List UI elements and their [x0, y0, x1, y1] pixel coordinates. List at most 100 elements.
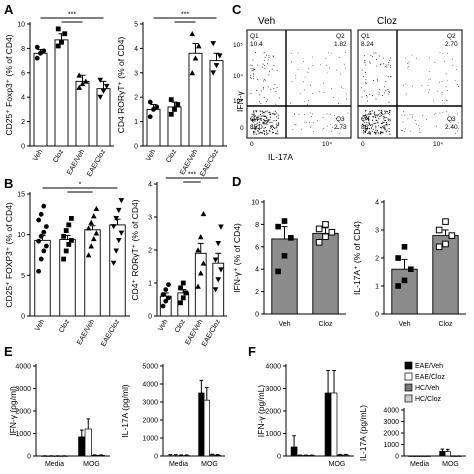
- event-dot: [276, 69, 278, 71]
- event-dot: [385, 117, 387, 119]
- event-dot: [342, 122, 344, 124]
- event-dot: [379, 113, 381, 115]
- event-dot: [388, 101, 390, 103]
- event-dot: [457, 130, 459, 132]
- event-dot: [389, 118, 391, 120]
- event-dot: [373, 79, 375, 81]
- event-dot: [377, 80, 379, 82]
- event-dot: [364, 117, 366, 119]
- event-dot: [378, 88, 380, 90]
- event-dot: [260, 118, 262, 120]
- event-dot: [273, 88, 275, 89]
- category-label: Media: [169, 461, 188, 468]
- data-point: [100, 88, 107, 94]
- event-dot: [363, 131, 365, 133]
- flow-events: [250, 52, 460, 135]
- event-dot: [366, 114, 368, 116]
- category-label: Veh: [398, 321, 410, 328]
- event-dot: [270, 126, 272, 128]
- event-dot: [268, 57, 270, 59]
- event-dot: [305, 121, 307, 123]
- y-tick-label: 5: [134, 22, 138, 29]
- event-dot: [457, 113, 458, 115]
- event-dot: [447, 90, 448, 92]
- event-dot: [378, 118, 380, 120]
- event-dot: [382, 113, 384, 115]
- event-dot: [276, 123, 278, 125]
- bar: [167, 455, 174, 457]
- data-point: [275, 223, 281, 230]
- event-dot: [378, 110, 380, 112]
- event-dot: [272, 56, 274, 58]
- event-dot: [385, 110, 387, 112]
- event-dot: [343, 63, 345, 65]
- event-dot: [294, 124, 296, 126]
- data-point: [166, 282, 171, 288]
- event-dot: [452, 58, 453, 60]
- y-tick-label: 4: [134, 46, 138, 53]
- data-point: [178, 285, 183, 291]
- bar: [336, 454, 344, 457]
- event-dot: [292, 128, 294, 130]
- event-dot: [250, 75, 251, 77]
- event-dot: [291, 81, 293, 83]
- y-tick-label: 3000: [265, 386, 281, 393]
- event-dot: [362, 115, 364, 117]
- y-tick-label: 0: [148, 314, 152, 321]
- event-dot: [260, 118, 262, 120]
- category-label: MOG: [329, 461, 346, 468]
- bar: [290, 446, 298, 457]
- event-dot: [262, 123, 264, 125]
- event-dot: [269, 116, 271, 118]
- event-dot: [255, 133, 257, 135]
- event-dot: [274, 114, 276, 116]
- event-dot: [366, 96, 368, 98]
- data-point: [68, 237, 74, 243]
- event-dot: [313, 130, 314, 132]
- legend-label: HC/Cloz: [415, 396, 442, 403]
- event-dot: [383, 126, 385, 128]
- data-point: [76, 84, 83, 90]
- event-dot: [369, 133, 371, 135]
- data-point: [192, 55, 199, 61]
- y-tick-label: 8: [21, 46, 25, 53]
- event-dot: [401, 114, 403, 116]
- event-dot: [261, 132, 263, 134]
- data-point: [195, 247, 201, 253]
- event-dot: [377, 130, 379, 132]
- data-point: [189, 70, 196, 76]
- data-point: [218, 267, 224, 273]
- event-dot: [364, 60, 366, 62]
- event-dot: [264, 133, 266, 135]
- event-dot: [263, 133, 265, 135]
- event-dot: [377, 114, 379, 116]
- event-dot: [260, 115, 262, 117]
- data-point: [63, 228, 69, 233]
- event-dot: [271, 113, 273, 115]
- quadrant-name: Q3: [447, 116, 456, 123]
- data-point: [163, 298, 169, 304]
- data-point: [38, 211, 44, 217]
- event-dot: [345, 67, 346, 69]
- event-dot: [369, 130, 371, 132]
- event-dot: [272, 132, 274, 134]
- event-dot: [442, 100, 443, 101]
- event-dot: [387, 64, 389, 66]
- event-dot: [298, 114, 300, 115]
- event-dot: [259, 131, 261, 133]
- event-dot: [369, 93, 371, 95]
- event-dot: [307, 103, 308, 105]
- event-dot: [375, 52, 377, 54]
- event-dot: [338, 132, 340, 134]
- data-point: [61, 256, 67, 262]
- bar: [33, 52, 48, 147]
- data-point: [160, 292, 166, 297]
- event-dot: [384, 129, 386, 131]
- event-dot: [390, 76, 392, 78]
- y-axis-label: IL-17A (pg/mL): [358, 405, 368, 461]
- event-dot: [267, 99, 269, 101]
- data-point: [200, 260, 207, 266]
- category-label: Cloz: [174, 318, 187, 334]
- event-dot: [384, 116, 386, 118]
- event-dot: [303, 101, 305, 103]
